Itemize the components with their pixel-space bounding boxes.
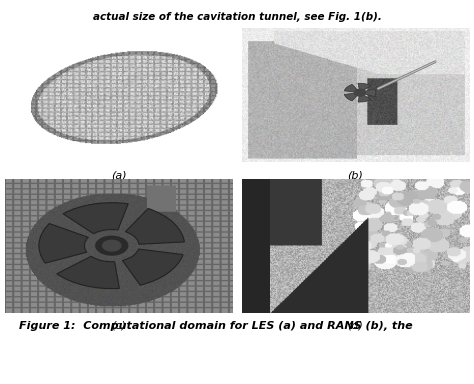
Wedge shape	[122, 249, 183, 285]
Wedge shape	[344, 84, 357, 92]
Circle shape	[103, 240, 121, 251]
Wedge shape	[63, 203, 128, 234]
Text: (b): (b)	[347, 170, 364, 180]
Text: actual size of the cavitation tunnel, see Fig. 1(b).: actual size of the cavitation tunnel, se…	[92, 12, 382, 22]
Circle shape	[354, 89, 365, 96]
Circle shape	[96, 236, 128, 255]
Wedge shape	[358, 83, 371, 90]
Text: (c): (c)	[111, 321, 126, 331]
Wedge shape	[358, 95, 371, 102]
Wedge shape	[39, 223, 88, 263]
Wedge shape	[57, 256, 119, 289]
Wedge shape	[126, 209, 184, 244]
Wedge shape	[344, 93, 357, 101]
Wedge shape	[365, 89, 376, 97]
Text: (d): (d)	[347, 321, 364, 331]
Text: (a): (a)	[111, 170, 127, 180]
Text: Figure 1:  Computational domain for LES (a) and RANS (b), the: Figure 1: Computational domain for LES (…	[18, 321, 412, 331]
